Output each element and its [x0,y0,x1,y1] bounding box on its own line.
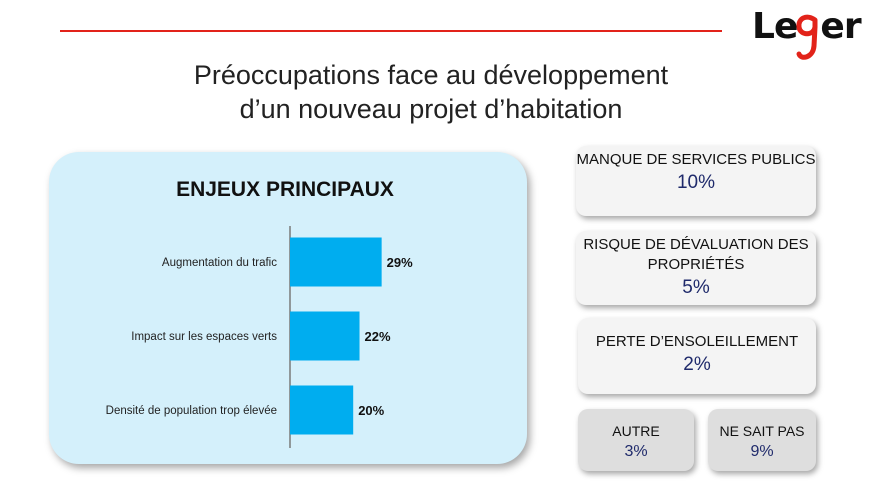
value-label: 20% [358,403,384,418]
header-rule [60,30,722,32]
category-label: Impact sur les espaces verts [131,331,277,343]
leger-logo: Le er [752,6,864,68]
card-label: NE SAIT PAS [719,423,805,439]
card-public-services: MANQUE DE SERVICES PUBLICS 10% [576,146,816,216]
card-value: 10% [676,172,716,193]
card-label: MANQUE DE SERVICES PUBLICS [576,151,816,168]
card-dont-know: NE SAIT PAS 9% [708,409,816,471]
category-label: Augmentation du trafic [162,257,277,269]
card-value: 3% [624,443,648,460]
card-value: 9% [750,443,774,460]
card-property-devaluation: RISQUE DE DÉVALUATION DES PROPRIÉTÉS 5% [576,231,816,305]
bar [290,237,382,287]
card-value: 2% [683,354,711,375]
main-issues-panel: ENJEUX PRINCIPAUX Augmentation du trafic… [49,152,527,464]
bar [290,385,354,435]
value-label: 22% [365,329,391,344]
value-label: 29% [387,255,413,270]
slide-title: Préoccupations face au développement d’u… [0,58,862,126]
category-label: Densité de population trop élevée [106,405,277,417]
logo-g-glyph [796,14,818,60]
card-sunlight-loss: PERTE D’ENSOLEILLEMENT 2% [578,318,816,394]
card-label: RISQUE DE DÉVALUATION DES PROPRIÉTÉS [583,236,809,273]
logo-wordmark: Le er [752,6,862,47]
card-label: PERTE D’ENSOLEILLEMENT [595,333,799,350]
slide-title-line-1: Préoccupations face au développement [193,60,669,90]
card-other: AUTRE 3% [578,409,694,471]
panel-title: ENJEUX PRINCIPAUX [176,178,394,201]
card-label: AUTRE [612,423,660,439]
slide-title-line-2: d’un nouveau projet d’habitation [239,94,623,124]
bar [290,311,360,361]
bar-chart: Augmentation du trafic 29% Impact sur les … [106,226,413,448]
card-value: 5% [682,277,710,298]
